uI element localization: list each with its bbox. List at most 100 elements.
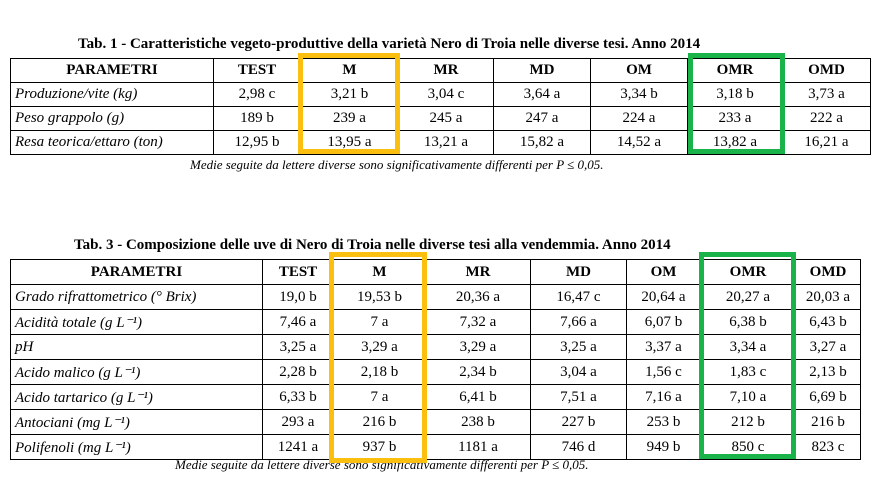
row-label: Resa teorica/ettaro (ton) — [10, 130, 214, 155]
table-row: Acido malico (g L⁻¹) 2,28 b 2,18 b 2,34 b 3,… — [10, 359, 861, 385]
cell: 3,34 b — [590, 82, 688, 107]
column-header: OMR — [687, 58, 783, 83]
cell: 2,34 b — [425, 359, 531, 385]
cell: 823 c — [795, 434, 861, 460]
row-label: Peso grappolo (g) — [10, 106, 214, 131]
cell: 7 a — [333, 309, 426, 335]
cell: 3,25 a — [262, 334, 334, 360]
cell: 2,28 b — [262, 359, 334, 385]
cell: 20,64 a — [626, 284, 701, 310]
cell: 6,38 b — [700, 309, 796, 335]
column-header: M — [333, 259, 426, 285]
table-row: Produzione/vite (kg) 2,98 c 3,21 b 3,04 c 3,… — [10, 82, 871, 107]
table: PARAMETRI TEST M MR MD OM OMR OMD Produzione/vit… — [10, 58, 871, 155]
cell: 2,13 b — [795, 359, 861, 385]
highlight-box — [699, 252, 796, 459]
cell: 7,46 a — [262, 309, 334, 335]
column-header: OMR — [700, 259, 796, 285]
cell: 20,36 a — [425, 284, 531, 310]
cell: 238 b — [425, 409, 531, 435]
column-header: OMD — [795, 259, 861, 285]
row-label: Acidità totale (g L⁻¹) — [10, 309, 263, 335]
highlight-box — [688, 53, 785, 154]
cell: 253 b — [626, 409, 701, 435]
row-label: Grado rifrattometrico (° Brix) — [10, 284, 263, 310]
table-note: Medie seguite da lettere diverse sono si… — [190, 157, 604, 172]
cell: 245 a — [398, 106, 494, 131]
row-label: PARAMETRI — [10, 259, 263, 285]
column-header: MR — [398, 58, 494, 83]
cell: 6,07 b — [626, 309, 701, 335]
cell: 3,27 a — [795, 334, 861, 360]
cell: 14,52 a — [590, 130, 688, 155]
cell: 3,04 c — [398, 82, 494, 107]
column-header: TEST — [262, 259, 334, 285]
cell: 1181 a — [425, 434, 531, 460]
row-label: Antociani (mg L⁻¹) — [10, 409, 263, 435]
cell: 20,03 a — [795, 284, 861, 310]
row-label: PARAMETRI — [10, 58, 214, 83]
cell: 189 b — [213, 106, 301, 131]
cell: 247 a — [493, 106, 591, 131]
cell: 19,0 b — [262, 284, 334, 310]
cell: 949 b — [626, 434, 701, 460]
cell: 3,18 b — [687, 82, 783, 107]
cell: 224 a — [590, 106, 688, 131]
cell: 227 b — [530, 409, 627, 435]
cell: 6,69 b — [795, 384, 861, 410]
cell: 216 b — [795, 409, 861, 435]
table-row: pH 3,25 a 3,29 a 3,29 a 3,25 a 3,37 a 3,34 a 3,… — [10, 334, 861, 360]
cell: 3,73 a — [782, 82, 871, 107]
cell: 6,41 b — [425, 384, 531, 410]
column-header: MD — [530, 259, 627, 285]
row-label: Acido tartarico (g L⁻¹) — [10, 384, 263, 410]
cell: 6,33 b — [262, 384, 334, 410]
cell: 12,95 b — [213, 130, 301, 155]
cell: 16,47 c — [530, 284, 627, 310]
cell: 1241 a — [262, 434, 334, 460]
cell: 3,25 a — [530, 334, 627, 360]
cell: 7,16 a — [626, 384, 701, 410]
table-row: Peso grappolo (g) 189 b 239 a 245 a 247 a 224… — [10, 106, 871, 131]
cell: 16,21 a — [782, 130, 871, 155]
column-header: MR — [425, 259, 531, 285]
column-header: OM — [590, 58, 688, 83]
highlight-box — [329, 252, 427, 463]
cell: 2,98 c — [213, 82, 301, 107]
cell: 15,82 a — [493, 130, 591, 155]
cell: 222 a — [782, 106, 871, 131]
cell: 7,51 a — [530, 384, 627, 410]
row-label: pH — [10, 334, 263, 360]
cell: 13,21 a — [398, 130, 494, 155]
table-row: Grado rifrattometrico (° Brix) 19,0 b 19,5… — [10, 284, 861, 310]
row-label: Acido malico (g L⁻¹) — [10, 359, 263, 385]
cell: 3,21 b — [300, 82, 399, 107]
cell: 293 a — [262, 409, 334, 435]
cell: 7,32 a — [425, 309, 531, 335]
cell: 1,56 c — [626, 359, 701, 385]
cell: 19,53 b — [333, 284, 426, 310]
column-header: OMD — [782, 58, 871, 83]
cell: 3,64 a — [493, 82, 591, 107]
cell: 3,29 a — [333, 334, 426, 360]
column-header: OM — [626, 259, 701, 285]
cell: 212 b — [700, 409, 796, 435]
table: PARAMETRI TEST M MR MD OM OMR OMD Grado rifratto… — [10, 259, 861, 460]
cell: 216 b — [333, 409, 426, 435]
cell: 3,29 a — [425, 334, 531, 360]
cell: 3,04 a — [530, 359, 627, 385]
table-row: Antociani (mg L⁻¹) 293 a 216 b 238 b 227 b 25… — [10, 409, 861, 435]
cell: 3,37 a — [626, 334, 701, 360]
cell: 6,43 b — [795, 309, 861, 335]
column-header: MD — [493, 58, 591, 83]
cell: 20,27 a — [700, 284, 796, 310]
table-title: Tab. 1 - Caratteristiche vegeto-produtti… — [78, 36, 701, 52]
table-note: Medie seguite da lettere diverse sono si… — [175, 457, 589, 472]
row-label: Produzione/vite (kg) — [10, 82, 214, 107]
row-label: Polifenoli (mg L⁻¹) — [10, 434, 263, 460]
cell: 7,66 a — [530, 309, 627, 335]
highlight-box — [298, 53, 400, 154]
